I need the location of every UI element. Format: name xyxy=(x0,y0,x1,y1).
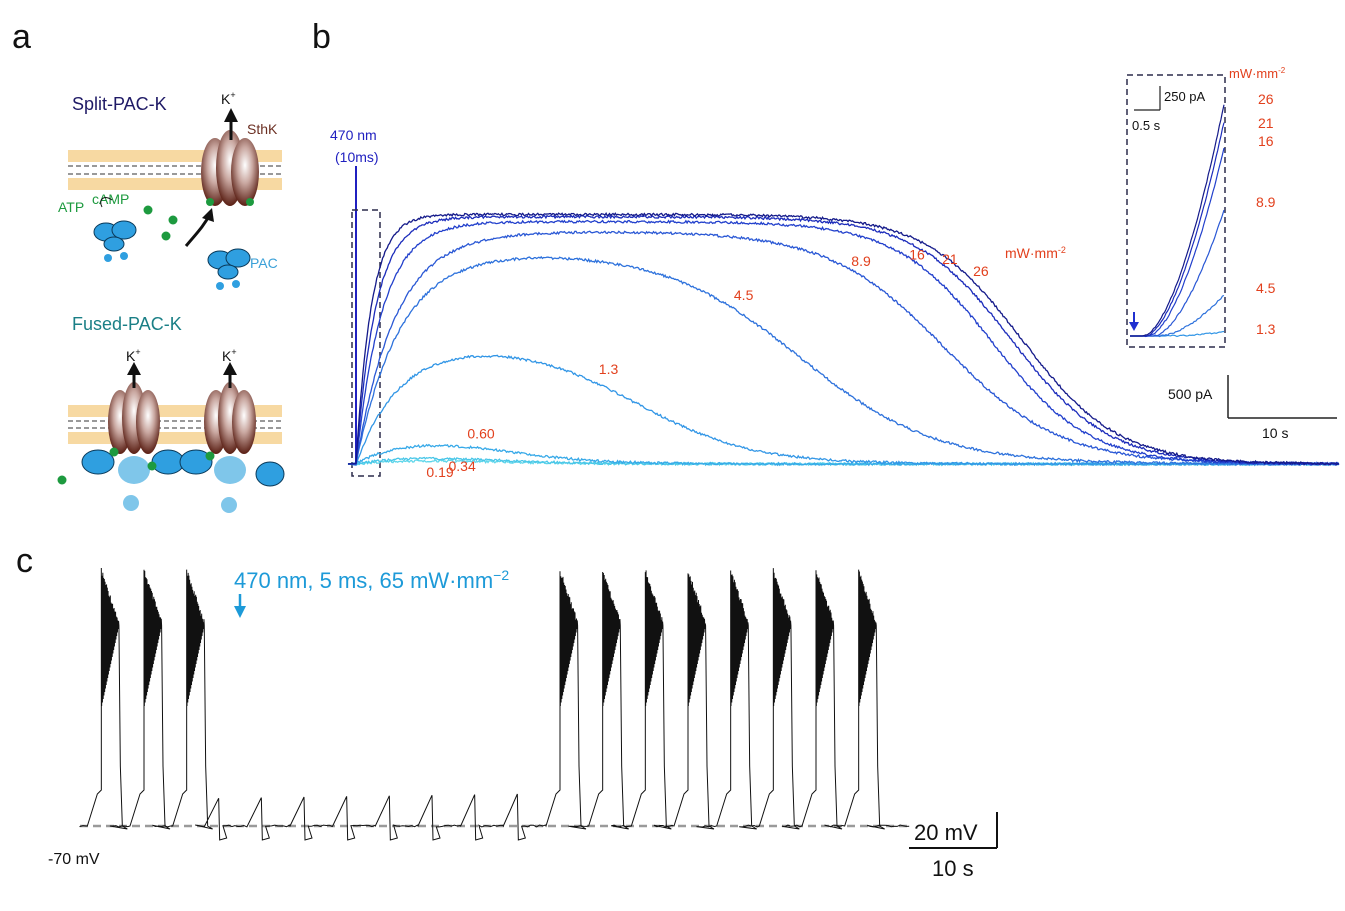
k-ion-label-top: K+ xyxy=(221,90,236,107)
panel-label-b: b xyxy=(312,18,331,56)
pac-enzyme-icon-2 xyxy=(207,248,251,290)
stim-wavelength-label: 470 nm xyxy=(330,127,377,143)
inset-label-1-3: 1.3 xyxy=(1256,321,1276,337)
scale-time-label: 10 s xyxy=(1262,425,1288,441)
scale-voltage-label: 20 mV xyxy=(914,820,978,845)
intensity-labels: 0.190.34 0.60 1.3 4.5 8.9 16 21 26 xyxy=(426,247,988,480)
inset-label-4-5: 4.5 xyxy=(1256,280,1276,296)
membrane-potential-trace xyxy=(79,567,910,841)
stim-arrow-icon xyxy=(234,594,246,618)
series-label-26: 26 xyxy=(973,263,989,279)
pac-enzyme-icon xyxy=(93,220,137,262)
k-efflux-arrow-icon xyxy=(224,108,238,140)
series-label-0-34: 0.34 xyxy=(449,458,476,474)
conversion-arrow-icon xyxy=(100,197,113,208)
inset-stim-arrow-icon xyxy=(1129,312,1139,331)
series-label-21: 21 xyxy=(942,251,958,267)
panel-a: a Split-PAC-K xyxy=(12,18,285,513)
series-label-8-9: 8.9 xyxy=(851,253,871,269)
k-ion-label-left: K+ xyxy=(126,347,141,364)
scale-current-label: 500 pA xyxy=(1168,386,1213,402)
atp-label: ATP xyxy=(58,199,84,215)
inset-traces xyxy=(1130,104,1225,338)
inset-trace-21 xyxy=(1130,122,1225,338)
inset-frame xyxy=(1126,74,1226,348)
inset-panel: 250 pA 0.5 s mW·mm-2 26 21 16 8.9 4.5 1.… xyxy=(1126,66,1286,348)
sthk-label: SthK xyxy=(247,121,278,137)
binding-arrowhead-icon xyxy=(202,208,214,222)
scale-bar-c: 20 mV 10 s xyxy=(909,812,998,881)
k-ion-label-right: K+ xyxy=(222,347,237,364)
camp-molecules-icon xyxy=(143,205,178,241)
stim-parameters-label: 470 nm, 5 ms, 65 mW·mm−2 xyxy=(234,567,509,593)
inset-unit-label: mW·mm-2 xyxy=(1229,66,1286,81)
inset-label-8-9: 8.9 xyxy=(1256,194,1276,210)
inset-scale-time: 0.5 s xyxy=(1132,118,1161,133)
trace-26 xyxy=(347,211,1339,466)
panel-label-a: a xyxy=(12,18,31,56)
panel-b: b 470 nm (10ms) 0.190.340.601.34.58.9 16 2… xyxy=(312,18,1340,480)
series-label-0-19: 0.19 xyxy=(426,464,453,480)
voltage-trace xyxy=(79,567,910,841)
scale-bar-b: 500 pA 10 s xyxy=(1168,375,1337,441)
current-traces xyxy=(347,211,1340,467)
fused-camp-icon xyxy=(57,447,215,485)
trace-8-9 xyxy=(347,230,1340,466)
series-label-1-3: 1.3 xyxy=(599,361,619,377)
fused-channel-icon-1 xyxy=(81,382,185,511)
series-label-0-60: 0.60 xyxy=(467,425,494,441)
series-label-16: 16 xyxy=(909,247,925,263)
trace-4-5 xyxy=(347,255,1340,467)
baseline-label: -70 mV xyxy=(48,851,100,868)
stim-duration-label: (10ms) xyxy=(335,149,379,165)
series-label-4-5: 4.5 xyxy=(734,287,754,303)
split-pac-k-title: Split-PAC-K xyxy=(72,94,167,114)
inset-region-box xyxy=(351,209,381,477)
inset-trace-26 xyxy=(1130,104,1225,337)
sthk-channel-icon xyxy=(201,130,259,206)
pac-label: PAC xyxy=(250,255,278,271)
scale-time-label-c: 10 s xyxy=(932,856,974,881)
inset-label-21: 21 xyxy=(1258,115,1274,131)
trace-1-3 xyxy=(347,354,1340,467)
inset-scale-current: 250 pA xyxy=(1164,89,1206,104)
fused-channel-icon-2 xyxy=(179,382,285,513)
inset-label-26: 26 xyxy=(1258,91,1274,107)
intensity-unit-label: mW·mm-2 xyxy=(1005,245,1066,261)
panel-c: c 470 nm, 5 ms, 65 mW·mm−2 -70 mV 20 mV … xyxy=(16,542,998,881)
panel-label-c: c xyxy=(16,542,33,580)
inset-label-16: 16 xyxy=(1258,133,1274,149)
k-efflux-arrows-icon xyxy=(127,362,237,388)
fused-pac-k-title: Fused-PAC-K xyxy=(72,314,182,334)
trace-16 xyxy=(347,219,1339,466)
